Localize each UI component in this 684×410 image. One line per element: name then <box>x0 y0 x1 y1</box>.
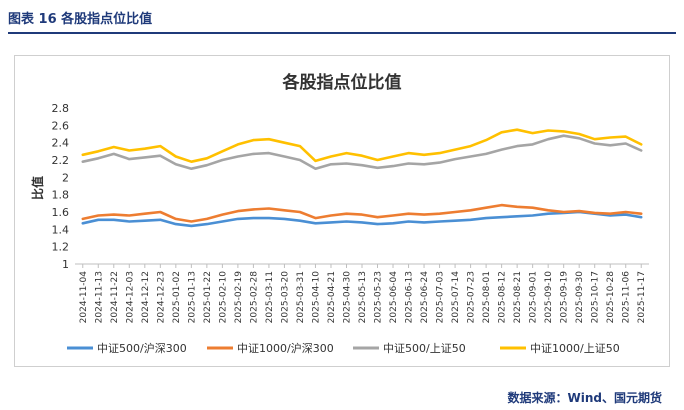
x-tick-label: 2025-09-19 <box>560 271 570 324</box>
caption-rule <box>8 32 676 34</box>
x-tick-label: 2025-11-06 <box>622 271 632 324</box>
y-tick-label: 1.8 <box>52 189 70 202</box>
x-tick-label: 2025-05-23 <box>374 271 384 323</box>
x-tick-label: 2025-03-20 <box>280 271 290 324</box>
x-tick-label: 2024-12-12 <box>141 271 151 323</box>
x-tick-label: 2025-02-10 <box>218 271 228 324</box>
y-tick-label: 1.4 <box>52 223 70 236</box>
y-tick-label: 1 <box>62 258 69 271</box>
x-tick-label: 2025-10-17 <box>591 271 601 323</box>
x-tick-label: 2025-04-21 <box>327 271 337 323</box>
y-axis-label: 比值 <box>30 176 45 200</box>
x-tick-label: 2025-08-12 <box>498 271 508 323</box>
x-tick-label: 2024-11-04 <box>79 271 89 324</box>
x-tick-label: 2025-06-04 <box>389 271 399 324</box>
figure-caption: 图表 16 各股指点位比值 <box>8 12 153 27</box>
x-tick-label: 2025-09-30 <box>575 271 585 324</box>
y-tick-label: 2.4 <box>52 137 70 150</box>
x-tick-label: 2024-12-23 <box>156 271 166 323</box>
legend-label: 中证500/上证50 <box>383 342 466 355</box>
y-tick-label: 1.2 <box>52 241 70 254</box>
x-tick-label: 2024-11-13 <box>94 271 104 323</box>
x-tick-label: 2025-03-11 <box>265 271 275 323</box>
x-tick-label: 2025-03-31 <box>296 271 306 323</box>
chart-frame: 各股指点位比值 比值 1 1.2 1.4 1.6 1.8 2 2.2 2.4 2.6 2.8 202… <box>14 55 670 367</box>
x-tick-label: 2025-04-30 <box>342 271 352 324</box>
x-tick-label: 2025-05-13 <box>358 271 368 323</box>
chart-title: 各股指点位比值 <box>282 72 402 93</box>
y-tick-label: 1.6 <box>52 206 70 219</box>
legend-label: 中证500/沪深300 <box>97 341 187 355</box>
series-line <box>81 203 643 223</box>
x-tick-label: 2025-06-13 <box>405 271 415 323</box>
x-tick-label: 2025-02-19 <box>234 271 244 324</box>
x-tick-label: 2024-11-22 <box>110 271 120 323</box>
x-tick-label: 2025-09-10 <box>544 271 554 324</box>
legend-label: 中证1000/上证50 <box>530 342 620 355</box>
data-source: 数据来源：Wind、国元期货 <box>507 391 662 405</box>
series-lines <box>81 128 643 228</box>
x-tick-label: 2025-09-01 <box>529 271 539 323</box>
x-tick-label: 2025-01-02 <box>172 271 182 323</box>
x-tick-label: 2025-07-03 <box>436 271 446 323</box>
x-tick-label: 2025-07-23 <box>467 271 477 323</box>
series-line <box>81 210 643 228</box>
x-tick-label: 2025-06-24 <box>420 271 430 324</box>
x-tick-label: 2025-08-01 <box>482 271 492 323</box>
y-tick-label: 2.6 <box>52 119 70 132</box>
x-tick-label: 2025-10-28 <box>606 271 616 324</box>
x-tick-label: 2025-02-28 <box>249 271 259 324</box>
y-tick-label: 2 <box>62 171 69 184</box>
x-tick-label: 2025-08-21 <box>513 271 523 323</box>
series-line <box>81 128 643 163</box>
axes-group: 1 1.2 1.4 1.6 1.8 2 2.2 2.4 2.6 2.8 2024-11-04 2024… <box>52 102 649 324</box>
series-line <box>81 134 643 170</box>
x-tick-label: 2025-11-17 <box>637 271 647 323</box>
legend-label: 中证1000/沪深300 <box>237 341 334 355</box>
ratio-line-chart: 各股指点位比值 比值 1 1.2 1.4 1.6 1.8 2 2.2 2.4 2.6 2.8 202… <box>30 72 649 355</box>
y-tick-label: 2.8 <box>52 102 70 115</box>
chart-legend: 中证500/沪深300 中证1000/沪深300 中证500/上证50 中证1000/… <box>67 341 620 355</box>
x-tick-label: 2025-01-22 <box>203 271 213 323</box>
y-tick-label: 2.2 <box>52 154 70 167</box>
x-tick-label: 2025-01-13 <box>187 271 197 323</box>
x-tick-label: 2024-12-03 <box>125 271 135 323</box>
x-tick-label: 2025-07-14 <box>451 271 461 324</box>
x-tick-label: 2025-04-10 <box>311 271 321 324</box>
